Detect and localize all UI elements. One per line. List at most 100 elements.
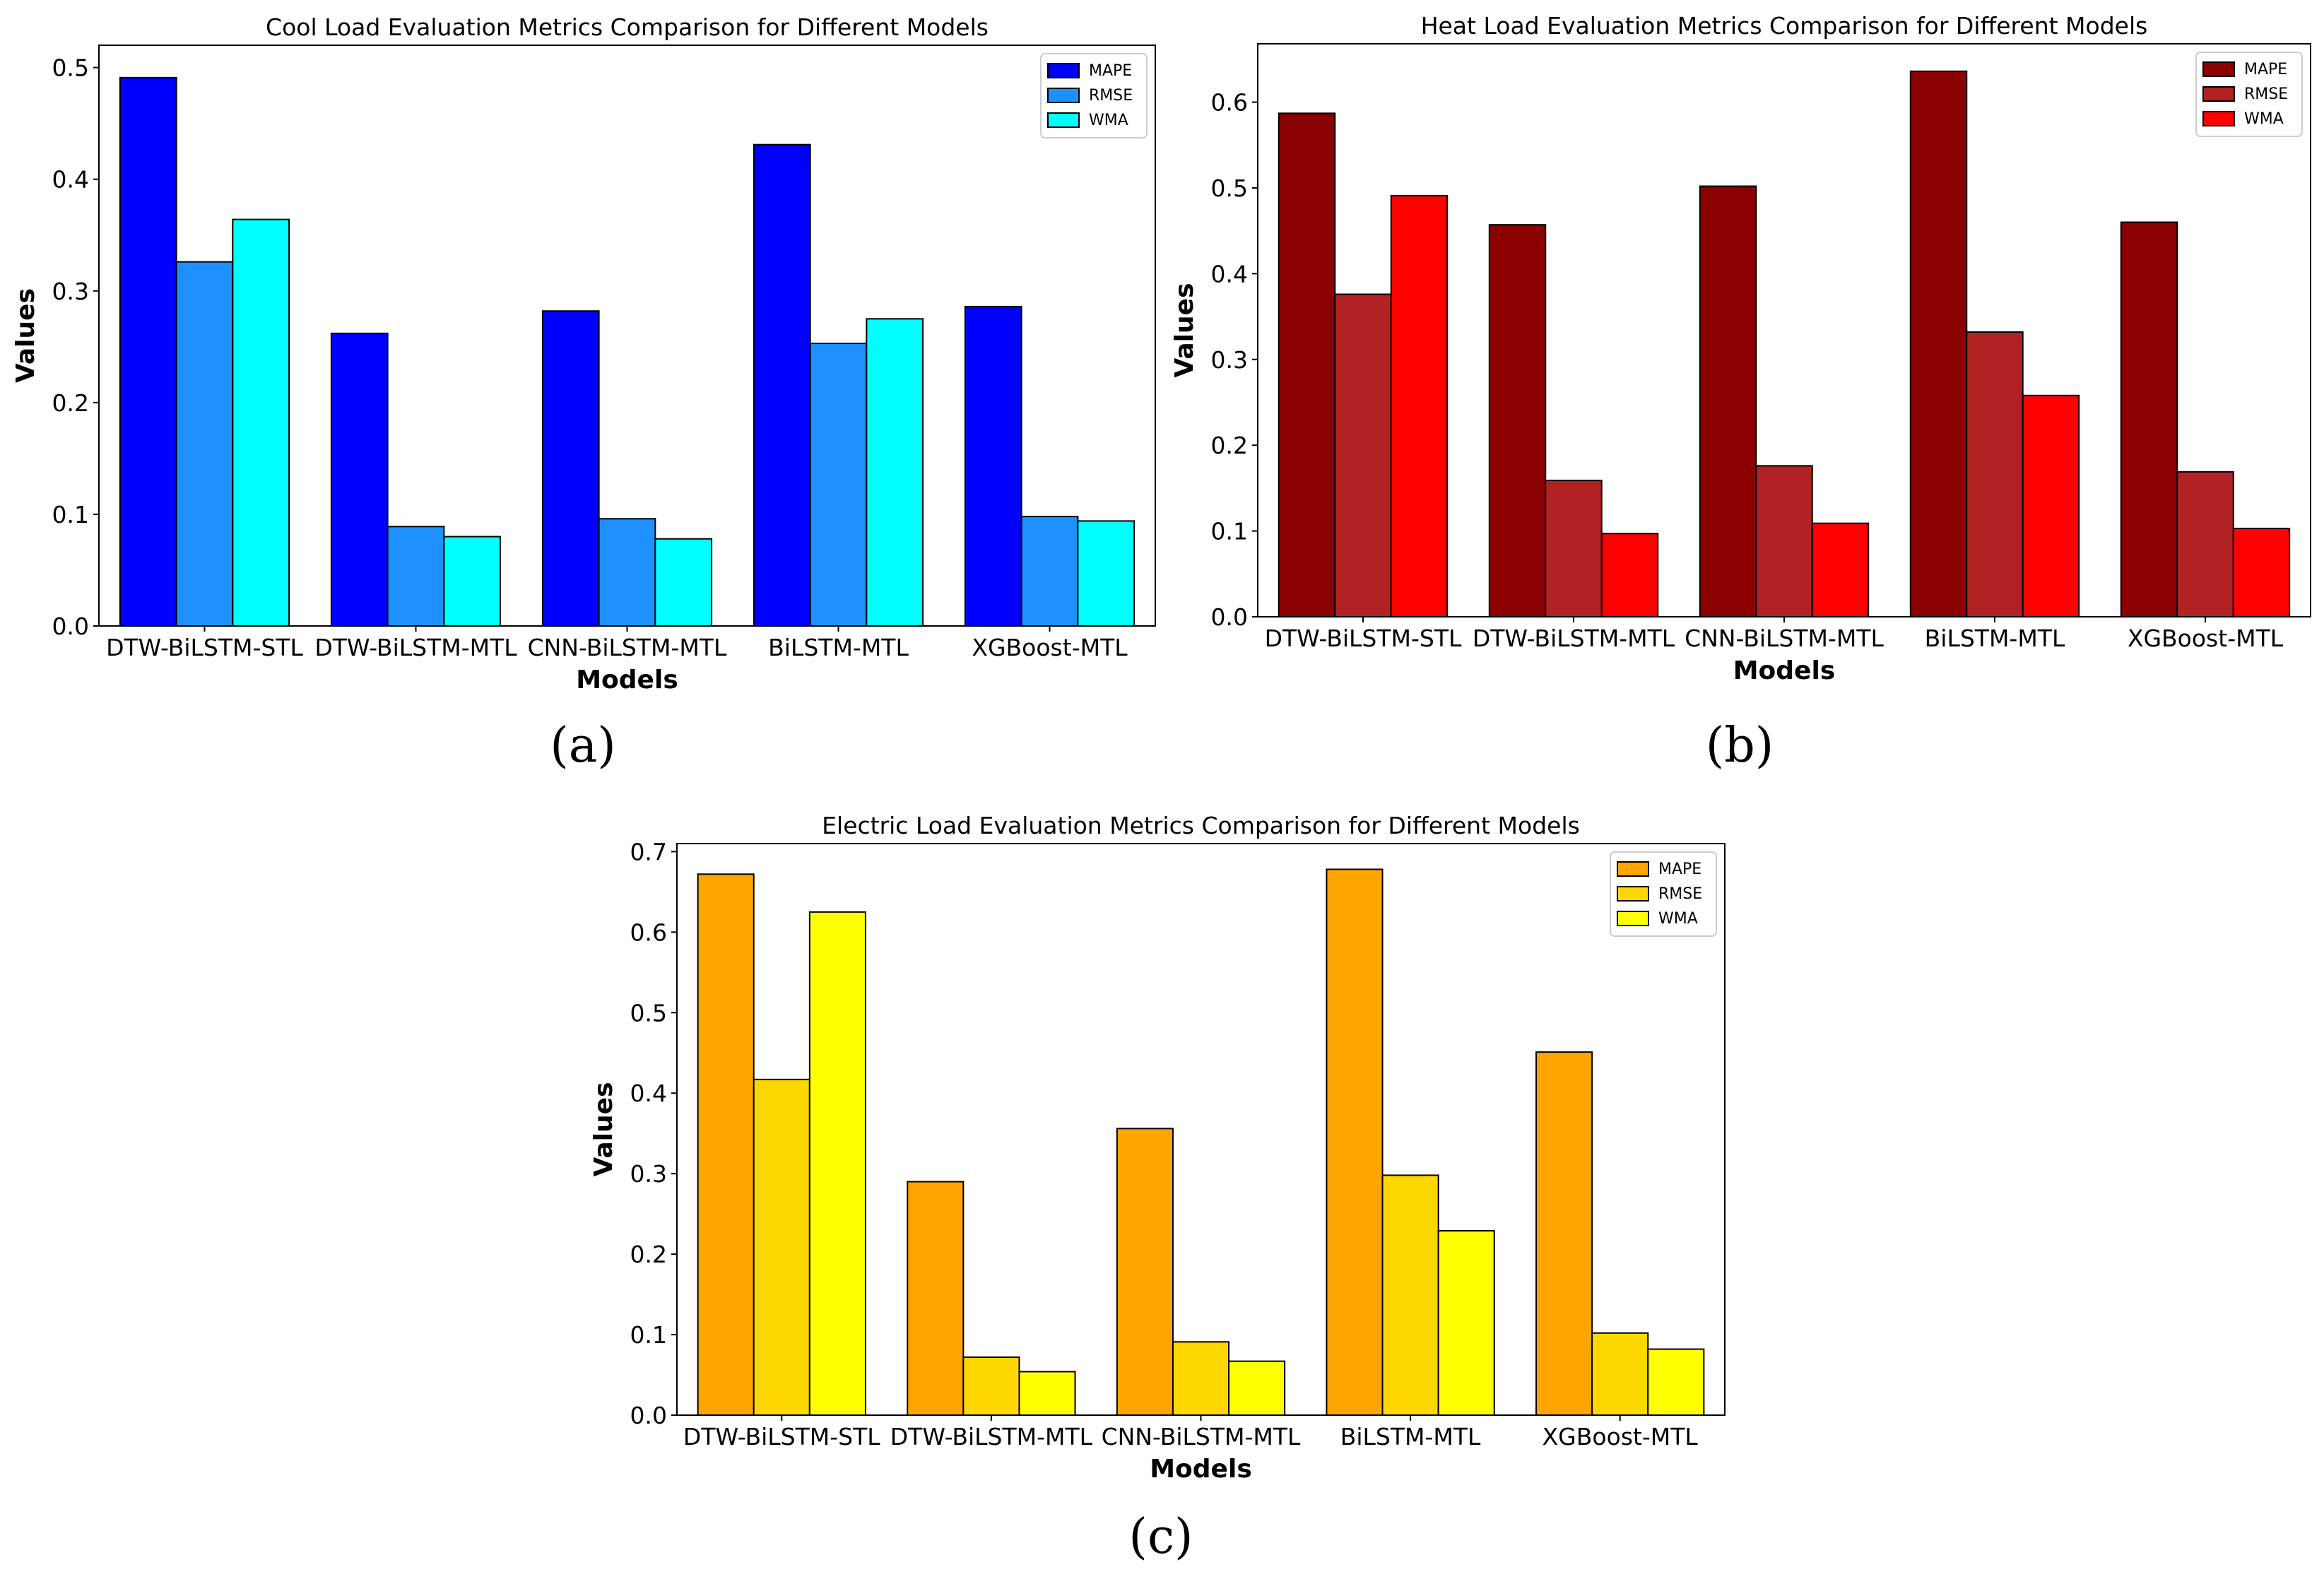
bar-rmse-cnn-bilstm-mtl xyxy=(1172,1341,1230,1417)
x-tick-label-xgboost-mtl: XGBoost-MTL xyxy=(2128,625,2284,652)
bar-mape-dtw-bilstm-mtl xyxy=(907,1181,965,1416)
legend-swatch-rmse xyxy=(1047,88,1080,103)
legend-swatch-wma xyxy=(1047,112,1080,128)
x-axis-label: Models xyxy=(1733,656,1836,685)
legend-label-wma: WMA xyxy=(2244,110,2284,128)
bar-rmse-cnn-bilstm-mtl xyxy=(1755,465,1813,618)
y-tick-label: 0.4 xyxy=(52,166,89,194)
plot-frame xyxy=(676,843,1726,1416)
bar-rmse-bilstm-mtl xyxy=(1966,331,2024,617)
bar-wma-xgboost-mtl xyxy=(1647,1348,1705,1416)
x-tick-label-bilstm-mtl: BiLSTM-MTL xyxy=(1925,625,2065,652)
legend-swatch-mape xyxy=(1047,63,1080,78)
legend-label-rmse: RMSE xyxy=(1089,87,1133,105)
bar-wma-xgboost-mtl xyxy=(2232,527,2291,618)
bar-mape-xgboost-mtl xyxy=(1535,1051,1593,1417)
x-tick-label-xgboost-mtl: XGBoost-MTL xyxy=(972,634,1128,661)
bar-mape-dtw-bilstm-stl xyxy=(697,873,755,1416)
bar-wma-dtw-bilstm-stl xyxy=(232,218,290,627)
legend-label-mape: MAPE xyxy=(1089,62,1132,80)
x-tick-label-cnn-bilstm-mtl: CNN-BiLSTM-MTL xyxy=(1685,625,1884,652)
y-tick-label: 0.6 xyxy=(630,918,667,946)
chart-title: Electric Load Evaluation Metrics Compari… xyxy=(822,812,1580,839)
y-tick-label: 0.1 xyxy=(52,501,89,528)
y-axis-label: Values xyxy=(589,1082,618,1177)
y-axis-label: Values xyxy=(11,288,40,383)
bar-wma-dtw-bilstm-stl xyxy=(1390,194,1449,617)
legend-swatch-mape xyxy=(2202,61,2235,77)
bar-wma-xgboost-mtl xyxy=(1077,520,1136,627)
y-tick-label: 0.4 xyxy=(1211,260,1248,288)
y-tick-label: 0.0 xyxy=(630,1402,667,1429)
bar-rmse-dtw-bilstm-mtl xyxy=(1545,479,1603,618)
bar-rmse-xgboost-mtl xyxy=(1591,1332,1649,1416)
bar-mape-bilstm-mtl xyxy=(1909,70,1968,618)
bar-wma-dtw-bilstm-stl xyxy=(808,911,866,1417)
bar-mape-dtw-bilstm-stl xyxy=(1278,112,1336,617)
bar-rmse-bilstm-mtl xyxy=(1381,1174,1439,1416)
x-tick-label-cnn-bilstm-mtl: CNN-BiLSTM-MTL xyxy=(528,634,727,661)
bar-rmse-xgboost-mtl xyxy=(1020,516,1079,627)
bar-wma-dtw-bilstm-mtl xyxy=(1600,533,1659,618)
plot-frame xyxy=(1257,43,2311,617)
legend-swatch-mape xyxy=(1617,861,1649,877)
legend-label-rmse: RMSE xyxy=(2244,85,2288,103)
bar-mape-bilstm-mtl xyxy=(753,143,811,627)
plot-frame xyxy=(98,45,1156,627)
bar-wma-cnn-bilstm-mtl xyxy=(1228,1360,1286,1416)
x-tick-label-dtw-bilstm-mtl: DTW-BiLSTM-MTL xyxy=(890,1423,1093,1450)
y-tick-label: 0.3 xyxy=(1211,346,1248,374)
x-tick-label-bilstm-mtl: BiLSTM-MTL xyxy=(768,634,909,661)
chart-title: Cool Load Evaluation Metrics Comparison … xyxy=(266,13,989,41)
y-tick-label: 0.6 xyxy=(1211,89,1248,117)
panel-caption-b: (b) xyxy=(1706,718,1774,774)
bar-wma-cnn-bilstm-mtl xyxy=(654,538,713,627)
chart-title: Heat Load Evaluation Metrics Comparison … xyxy=(1421,12,2148,40)
legend-swatch-wma xyxy=(2202,111,2235,126)
y-tick-label: 0.5 xyxy=(52,54,89,82)
bar-mape-xgboost-mtl xyxy=(2120,221,2178,618)
bar-wma-cnn-bilstm-mtl xyxy=(1811,522,1870,617)
y-tick-label: 0.3 xyxy=(630,1160,667,1188)
bar-mape-bilstm-mtl xyxy=(1326,868,1384,1416)
bar-rmse-xgboost-mtl xyxy=(2176,471,2234,617)
bar-mape-cnn-bilstm-mtl xyxy=(1116,1128,1174,1417)
y-tick-label: 0.2 xyxy=(52,389,89,417)
panel-caption-c: (c) xyxy=(1128,1509,1193,1565)
bar-rmse-cnn-bilstm-mtl xyxy=(598,518,656,627)
y-tick-label: 0.3 xyxy=(52,278,89,305)
bar-rmse-dtw-bilstm-stl xyxy=(753,1078,810,1417)
x-tick-label-bilstm-mtl: BiLSTM-MTL xyxy=(1340,1423,1481,1450)
x-tick-label-dtw-bilstm-stl: DTW-BiLSTM-STL xyxy=(1265,625,1462,652)
bar-rmse-dtw-bilstm-mtl xyxy=(387,526,445,627)
legend-label-mape: MAPE xyxy=(1658,861,1701,878)
y-tick-label: 0.2 xyxy=(1211,432,1248,459)
bar-mape-dtw-bilstm-mtl xyxy=(1488,224,1547,617)
legend-label-rmse: RMSE xyxy=(1658,885,1702,903)
legend-swatch-rmse xyxy=(1617,886,1649,902)
bar-wma-dtw-bilstm-mtl xyxy=(1018,1371,1076,1417)
panel-caption-a: (a) xyxy=(550,718,616,774)
chart-electric-load: Electric Load Evaluation Metrics Compari… xyxy=(589,812,1726,1484)
y-tick-label: 0.7 xyxy=(630,838,667,865)
y-tick-label: 0.2 xyxy=(630,1241,667,1268)
bar-rmse-dtw-bilstm-mtl xyxy=(962,1356,1020,1417)
bar-mape-xgboost-mtl xyxy=(964,305,1022,627)
x-tick-label-xgboost-mtl: XGBoost-MTL xyxy=(1543,1423,1699,1450)
x-tick-label-cnn-bilstm-mtl: CNN-BiLSTM-MTL xyxy=(1102,1423,1301,1450)
bar-wma-bilstm-mtl xyxy=(1437,1230,1495,1416)
bar-mape-cnn-bilstm-mtl xyxy=(1699,185,1757,617)
x-tick-label-dtw-bilstm-mtl: DTW-BiLSTM-MTL xyxy=(314,634,517,661)
x-axis-label: Models xyxy=(1150,1455,1252,1484)
legend-label-wma: WMA xyxy=(1089,112,1128,129)
bar-wma-bilstm-mtl xyxy=(866,318,924,627)
y-tick-label: 0.0 xyxy=(52,613,89,640)
x-axis-label: Models xyxy=(576,666,678,695)
y-tick-label: 0.5 xyxy=(1211,175,1248,202)
legend-label-mape: MAPE xyxy=(2244,61,2287,78)
y-tick-label: 0.1 xyxy=(1211,518,1248,545)
y-tick-label: 0.5 xyxy=(630,999,667,1027)
bar-rmse-dtw-bilstm-stl xyxy=(1334,293,1392,617)
x-tick-label-dtw-bilstm-stl: DTW-BiLSTM-STL xyxy=(106,634,303,661)
